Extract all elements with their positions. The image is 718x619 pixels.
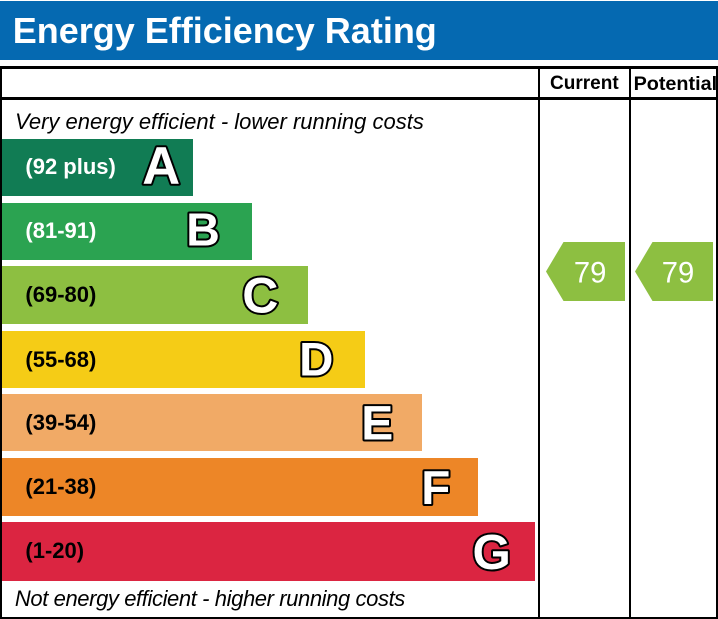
svg-text:C: C <box>242 267 278 323</box>
svg-text:79: 79 <box>662 258 694 290</box>
svg-text:A: A <box>142 137 180 196</box>
svg-text:B: B <box>186 204 220 256</box>
svg-text:E: E <box>361 398 393 451</box>
svg-text:G: G <box>473 525 511 580</box>
svg-text:F: F <box>421 462 450 515</box>
svg-text:79: 79 <box>574 258 606 290</box>
svg-text:D: D <box>299 334 333 387</box>
